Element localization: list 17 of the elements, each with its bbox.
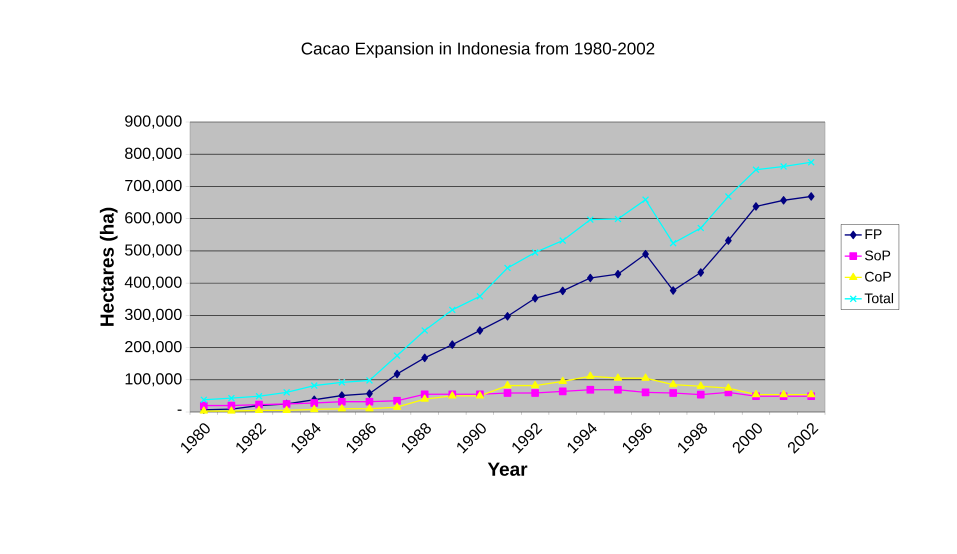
y-tick-label: 200,000 (125, 340, 182, 354)
x-axis-title: Year (488, 462, 528, 476)
y-tick-label: 600,000 (125, 212, 182, 226)
legend-label: Total (864, 293, 894, 304)
legend-label: FP (866, 229, 882, 240)
y-tick-label: 400,000 (124, 276, 182, 290)
y-tick-label: - (178, 410, 182, 411)
y-tick-label: 300,000 (125, 308, 182, 322)
y-tick-label: 500,000 (125, 244, 182, 258)
y-axis-title: Hectares (ha) (100, 208, 118, 326)
y-tick-label: 100,000 (126, 373, 182, 386)
chart-title: Cacao Expansion in Indonesia from 1980-2002 (302, 42, 654, 58)
y-tick-label: 900,000 (125, 115, 182, 129)
y-tick-label: 700,000 (125, 180, 182, 194)
legend-label: SoP (865, 250, 890, 260)
legend-label: CoP (865, 272, 891, 282)
y-tick-label: 800,000 (125, 148, 182, 161)
